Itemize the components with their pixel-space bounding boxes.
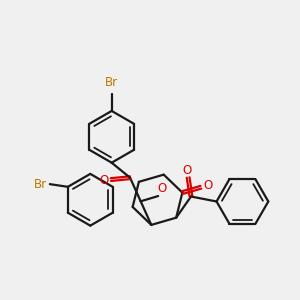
Text: O: O: [99, 174, 108, 187]
Text: O: O: [158, 182, 167, 195]
Text: O: O: [203, 179, 212, 192]
Text: Br: Br: [105, 76, 118, 89]
Text: Br: Br: [34, 178, 47, 190]
Text: O: O: [182, 164, 192, 177]
